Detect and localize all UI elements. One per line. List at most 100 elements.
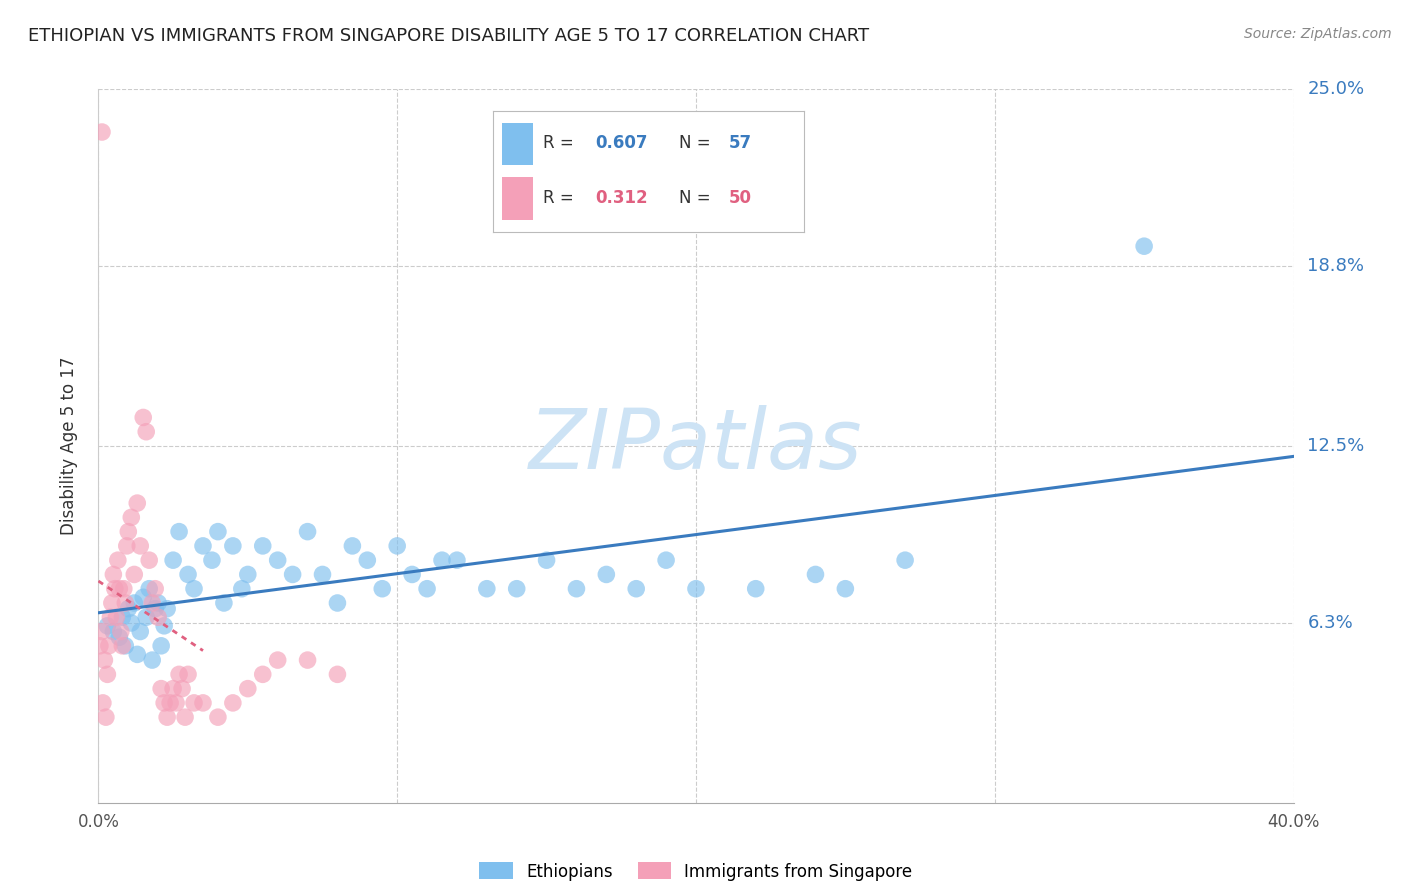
Point: [236, 681, 259, 696]
Text: ETHIOPIAN VS IMMIGRANTS FROM SINGAPORE DISABILITY AGE 5 TO 17 CORRELATION CHART: ETHIOPIAN VS IMMIGRANTS FROM SINGAPORE D…: [28, 27, 869, 45]
Point: [745, 582, 768, 596]
Point: [111, 639, 134, 653]
Point: [207, 710, 229, 724]
Point: [101, 596, 124, 610]
Point: [252, 667, 274, 681]
Point: [207, 524, 229, 539]
Point: [108, 582, 131, 596]
Point: [111, 610, 134, 624]
Point: [105, 610, 128, 624]
Point: [114, 639, 136, 653]
Point: [104, 582, 127, 596]
Point: [311, 567, 333, 582]
Point: [89, 639, 111, 653]
Point: [138, 553, 160, 567]
Text: Source: ZipAtlas.com: Source: ZipAtlas.com: [1244, 27, 1392, 41]
Point: [107, 553, 129, 567]
Point: [150, 681, 173, 696]
Point: [804, 567, 827, 582]
Point: [685, 582, 707, 596]
Point: [231, 582, 253, 596]
Point: [120, 510, 142, 524]
Point: [132, 591, 155, 605]
Point: [174, 710, 197, 724]
Point: [115, 539, 138, 553]
Text: 6.3%: 6.3%: [1308, 614, 1353, 632]
Point: [655, 553, 678, 567]
Point: [103, 567, 125, 582]
Point: [536, 553, 558, 567]
Point: [129, 624, 152, 639]
Point: [112, 582, 135, 596]
Point: [222, 539, 245, 553]
Point: [326, 596, 349, 610]
Point: [191, 696, 214, 710]
Point: [141, 653, 163, 667]
Point: [894, 553, 917, 567]
Point: [91, 125, 114, 139]
Point: [183, 582, 205, 596]
Point: [267, 653, 290, 667]
Point: [127, 648, 149, 662]
Point: [97, 639, 120, 653]
Legend: Ethiopians, Immigrants from Singapore: Ethiopians, Immigrants from Singapore: [472, 855, 920, 888]
Point: [834, 582, 856, 596]
Point: [624, 582, 647, 596]
Point: [150, 639, 173, 653]
Point: [201, 553, 224, 567]
Point: [96, 667, 118, 681]
Point: [143, 601, 166, 615]
Point: [141, 596, 163, 610]
Point: [117, 601, 139, 615]
Point: [172, 681, 194, 696]
Point: [475, 582, 498, 596]
Point: [297, 524, 319, 539]
Text: ZIPatlas: ZIPatlas: [529, 406, 863, 486]
Point: [153, 696, 176, 710]
Point: [177, 567, 200, 582]
Point: [595, 567, 617, 582]
Point: [98, 610, 122, 624]
Point: [167, 667, 190, 681]
Point: [326, 667, 349, 681]
Point: [148, 610, 170, 624]
Text: 18.8%: 18.8%: [1308, 257, 1364, 275]
Point: [103, 624, 125, 639]
Point: [135, 610, 157, 624]
Point: [117, 524, 139, 539]
Point: [252, 539, 274, 553]
Point: [124, 596, 146, 610]
Point: [127, 496, 149, 510]
Point: [565, 582, 588, 596]
Point: [108, 630, 131, 644]
Y-axis label: Disability Age 5 to 17: Disability Age 5 to 17: [59, 357, 77, 535]
Point: [356, 553, 378, 567]
Point: [159, 696, 181, 710]
Point: [401, 567, 423, 582]
Point: [342, 539, 364, 553]
Point: [297, 653, 319, 667]
Point: [416, 582, 439, 596]
Point: [96, 619, 118, 633]
Point: [114, 596, 136, 610]
Point: [156, 601, 179, 615]
Point: [371, 582, 394, 596]
Point: [110, 624, 132, 639]
Point: [138, 582, 160, 596]
Point: [183, 696, 205, 710]
Point: [93, 653, 115, 667]
Point: [212, 596, 235, 610]
Point: [446, 553, 468, 567]
Point: [135, 425, 157, 439]
Point: [191, 539, 214, 553]
Point: [385, 539, 409, 553]
Point: [167, 524, 190, 539]
Text: 25.0%: 25.0%: [1308, 80, 1365, 98]
Point: [236, 567, 259, 582]
Point: [430, 553, 453, 567]
Point: [94, 710, 117, 724]
Point: [162, 681, 184, 696]
Point: [91, 696, 114, 710]
Point: [143, 582, 166, 596]
Point: [165, 696, 187, 710]
